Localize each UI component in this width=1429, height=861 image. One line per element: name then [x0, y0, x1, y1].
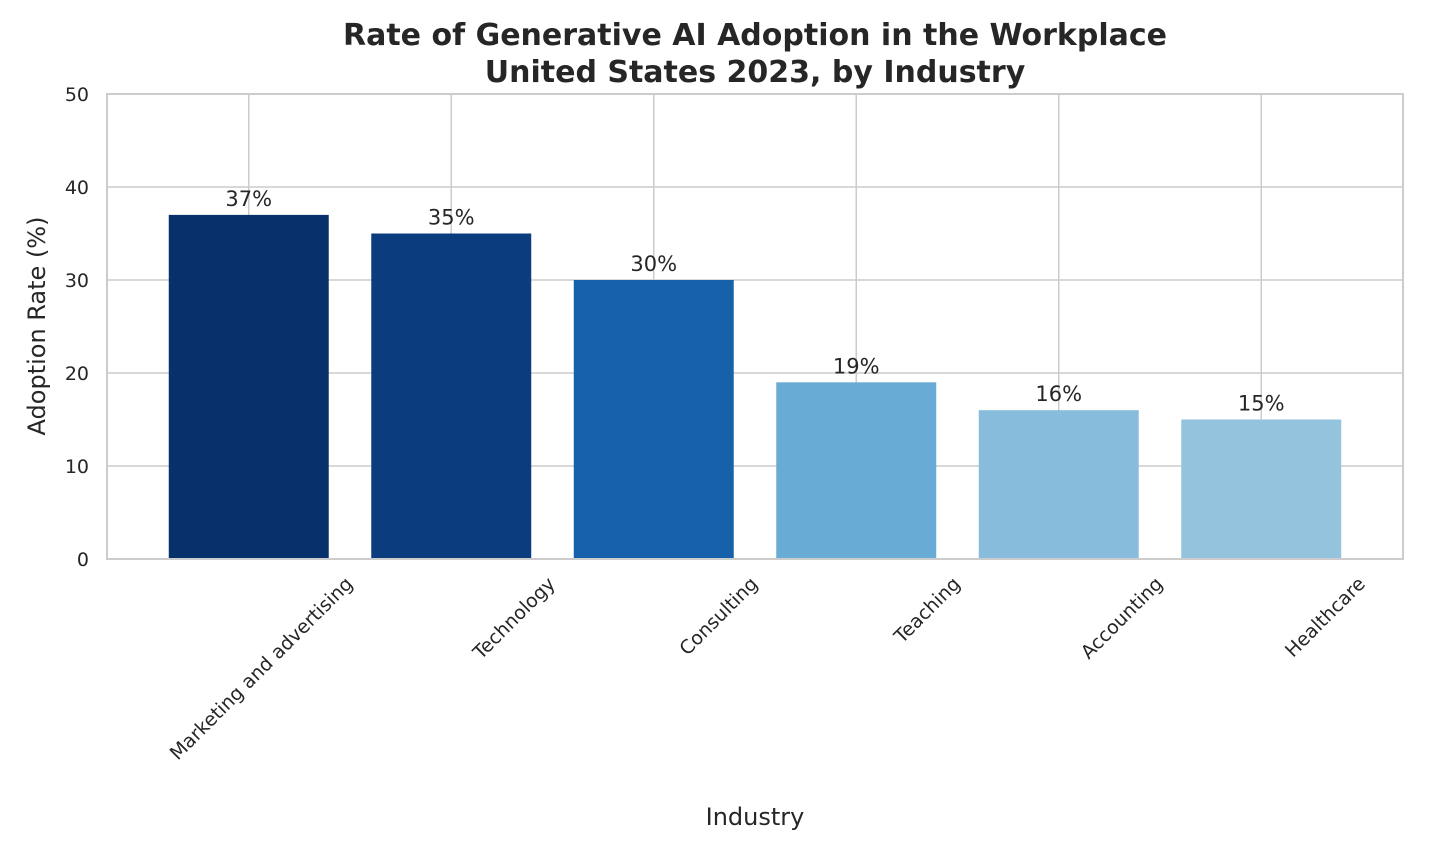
- y-axis-label: Adoption Rate (%): [23, 217, 51, 436]
- bar: [168, 214, 329, 559]
- chart-subtitle: United States 2023, by Industry: [485, 55, 1026, 90]
- bar-value-label: 19%: [833, 354, 880, 378]
- bars: [168, 214, 1342, 559]
- bar: [1181, 419, 1342, 559]
- y-tick-label: 40: [65, 177, 89, 199]
- y-tick-label: 50: [65, 84, 89, 106]
- data-labels: 37% 35% 30% 19% 16% 15%: [225, 187, 1284, 416]
- bar: [776, 382, 937, 559]
- y-tick-label: 0: [77, 549, 89, 571]
- bar-value-label: 30%: [630, 252, 677, 276]
- x-tick-label: Technology: [468, 573, 560, 665]
- bar-value-label: 35%: [428, 206, 475, 230]
- y-tick-label: 20: [65, 363, 89, 385]
- bar-value-label: 15%: [1238, 392, 1285, 416]
- y-tick-labels: 0 10 20 30 40 50: [65, 84, 89, 571]
- x-axis-label: Industry: [706, 803, 805, 831]
- bar-value-label: 37%: [225, 187, 272, 211]
- x-tick-label: Accounting: [1077, 573, 1168, 664]
- x-tick-label: Marketing and advertising: [166, 573, 358, 765]
- plot-frame: [106, 93, 1404, 560]
- y-tick-label: 10: [65, 456, 89, 478]
- bar: [978, 410, 1139, 559]
- chart-title: Rate of Generative AI Adoption in the Wo…: [343, 18, 1167, 53]
- x-tick-label: Consulting: [675, 573, 762, 660]
- y-tick-label: 30: [65, 270, 89, 292]
- x-tick-label: Teaching: [889, 573, 964, 648]
- bar-value-label: 16%: [1035, 382, 1082, 406]
- x-tick-label: Healthcare: [1281, 573, 1370, 662]
- bar: [371, 233, 532, 559]
- x-tick-labels: Marketing and advertising Technology Consu…: [166, 573, 1370, 765]
- bar: [573, 280, 734, 559]
